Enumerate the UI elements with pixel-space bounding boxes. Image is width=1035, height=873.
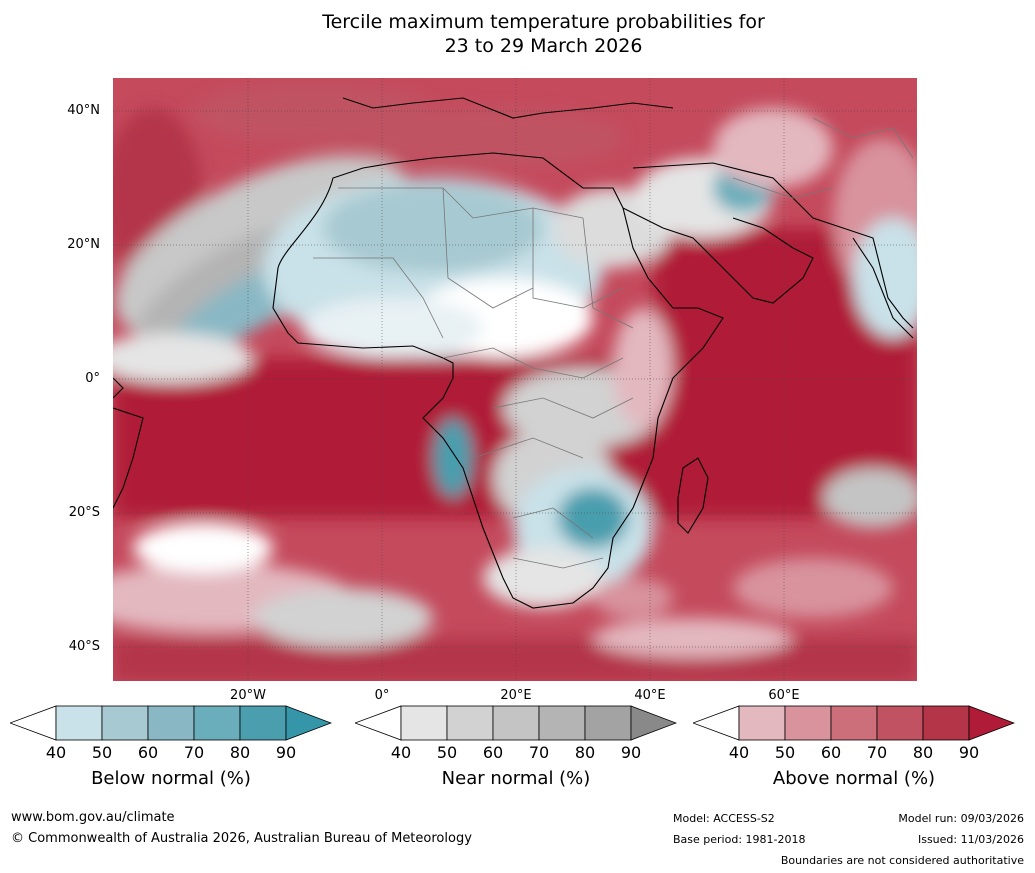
below-tick-80: 80: [229, 743, 251, 762]
lat-label-40s: 40°S: [68, 639, 100, 654]
forecast-map: [113, 78, 917, 681]
below-bin-80-90: [239, 705, 287, 741]
below-tick-50: 50: [91, 743, 113, 762]
colorbar-above-title: Above normal (%): [772, 768, 936, 789]
footer-issued: Issued: 11/03/2026: [917, 833, 1024, 846]
above-tick-90: 90: [958, 743, 980, 762]
near-bin-40-50: [400, 705, 448, 741]
title-line-2: 23 to 29 March 2026: [444, 35, 643, 57]
probability-field: [113, 83, 917, 681]
colorbar-below-title: Below normal (%): [91, 768, 251, 789]
near-extend-low: [355, 705, 402, 741]
below-bin-40-50: [55, 705, 103, 741]
below-bin-70-80: [193, 705, 241, 741]
lat-label-20n: 20°N: [67, 237, 100, 252]
footer-copyright: © Commonwealth of Australia 2026, Austra…: [11, 831, 472, 846]
title-line-1: Tercile maximum temperature probabilitie…: [322, 11, 765, 33]
below-bin-50-60: [101, 705, 149, 741]
footer-base-period: Base period: 1981-2018: [673, 833, 806, 846]
above-tick-80: 80: [912, 743, 934, 762]
below-bin-60-70: [147, 705, 195, 741]
above-tick-40: 40: [728, 743, 750, 762]
colorbar-below-normal: [10, 705, 332, 741]
lon-label-40e: 40°E: [634, 688, 666, 703]
above-bin-60-70: [830, 705, 878, 741]
above-tick-60: 60: [820, 743, 842, 762]
lat-label-20s: 20°S: [68, 505, 100, 520]
near-tick-40: 40: [390, 743, 412, 762]
colorbar-above-normal: [693, 705, 1015, 741]
near-bin-70-80: [538, 705, 586, 741]
country-boundaries: [313, 117, 914, 569]
lon-label-60e: 60°E: [768, 688, 800, 703]
near-tick-70: 70: [528, 743, 550, 762]
footer-model-run: Model run: 09/03/2026: [898, 812, 1024, 825]
coastlines: [113, 97, 914, 609]
footer-disclaimer: Boundaries are not considered authoritat…: [780, 854, 1024, 867]
near-bin-60-70: [492, 705, 540, 741]
above-extend-low: [693, 705, 740, 741]
colorbar-near-normal: [355, 705, 677, 741]
near-bin-50-60: [446, 705, 494, 741]
chart-title: Tercile maximum temperature probabilitie…: [0, 10, 1035, 58]
below-tick-90: 90: [275, 743, 297, 762]
near-tick-50: 50: [436, 743, 458, 762]
near-bin-80-90: [584, 705, 632, 741]
below-tick-60: 60: [137, 743, 159, 762]
above-bin-50-60: [784, 705, 832, 741]
near-extend-high: [630, 705, 677, 741]
lat-label-0: 0°: [85, 371, 100, 386]
above-extend-high: [968, 705, 1015, 741]
lon-label-20w: 20°W: [230, 688, 266, 703]
near-tick-90: 90: [620, 743, 642, 762]
below-extend-low: [10, 705, 57, 741]
below-tick-40: 40: [45, 743, 67, 762]
lon-label-0: 0°: [374, 688, 390, 703]
above-tick-70: 70: [866, 743, 888, 762]
graticule: [113, 78, 917, 681]
above-bin-40-50: [738, 705, 786, 741]
above-bin-80-90: [922, 705, 970, 741]
near-tick-60: 60: [482, 743, 504, 762]
colorbar-near-title: Near normal (%): [441, 768, 591, 789]
map-svg: [113, 78, 917, 681]
lat-label-40n: 40°N: [67, 103, 100, 118]
lon-label-20e: 20°E: [500, 688, 532, 703]
near-tick-80: 80: [574, 743, 596, 762]
footer-model: Model: ACCESS-S2: [673, 812, 775, 825]
above-tick-50: 50: [774, 743, 796, 762]
below-extend-high: [285, 705, 332, 741]
footer-website: www.bom.gov.au/climate: [11, 810, 175, 825]
above-bin-70-80: [876, 705, 924, 741]
below-tick-70: 70: [183, 743, 205, 762]
